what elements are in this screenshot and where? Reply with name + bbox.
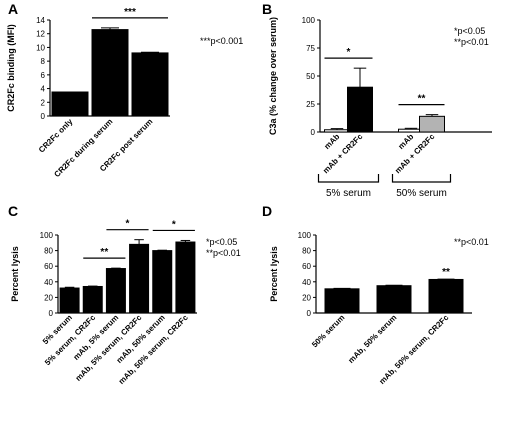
panel-a-bar-c [131, 52, 169, 117]
panel-c-y-tick-label-4: 80 [44, 247, 53, 256]
panel-b-letter: B [262, 1, 272, 17]
panel-b-y-axis-label: C3a (% change over serum) [268, 17, 278, 135]
panel-d-y-tick-label-2: 40 [302, 278, 311, 287]
panel-b-bar-a [324, 129, 350, 133]
panel-b-y-tick-label-2: 50 [306, 72, 315, 81]
panel-c-y-tick-label-2: 40 [44, 278, 53, 287]
panel-c-note-0: *p<0.05 [206, 237, 237, 247]
panel-b-y-tick-label-4: 100 [302, 16, 316, 25]
panel-c-bar-d [129, 243, 150, 314]
panel-b-group-label-1: 50% serum [396, 188, 447, 199]
panel-c-y-tick-label-3: 60 [44, 262, 53, 271]
panel-b-y-tick-label-0: 0 [311, 128, 316, 137]
panel-d-letter: D [262, 203, 272, 219]
panel-d-bar-c [428, 278, 464, 314]
panel-a-bar-a [51, 91, 89, 117]
panel-d-bar-mark-0: ** [442, 267, 450, 278]
panel-d-bar-b [376, 285, 412, 314]
panel-a-y-tick-label-0: 0 [41, 112, 46, 121]
panel-c-bar-f [175, 241, 196, 314]
panel-a-note-0: ***p<0.001 [200, 36, 243, 46]
panel-d-y-tick-label-0: 0 [307, 309, 312, 318]
panel-b-bar-b [347, 86, 373, 133]
panel-c-bar-e [152, 250, 173, 314]
panel-d-y-tick-label-4: 80 [302, 247, 311, 256]
panel-b-group-bracket-0 [317, 174, 380, 183]
panel-b-note-0: *p<0.05 [454, 26, 485, 36]
panel-a-y-tick-label-3: 6 [41, 71, 46, 80]
panel-a-y-tick-label-5: 10 [36, 43, 45, 52]
panel-b-category-label-a: mAb [322, 132, 341, 151]
panel-a-category-label-a: CR2Fc only [37, 117, 75, 155]
panel-a-y-tick-label-1: 2 [41, 98, 46, 107]
panel-a-y-tick-label-4: 8 [41, 57, 46, 66]
panel-a-y-tick-label-6: 12 [36, 30, 45, 39]
panel-b-bar-d [419, 115, 445, 133]
panel-a-y-axis-label: CR2Fc binding (MFI) [6, 24, 16, 112]
panel-a-y-tick-label-7: 14 [36, 16, 45, 25]
panel-d-bar-a [324, 288, 360, 314]
panel-c-bar-c [105, 268, 126, 314]
panel-d-category-label-b: mAb, 50% serum [346, 313, 398, 365]
panel-c-significance-label-2: * [172, 219, 176, 230]
panel-c-letter: C [8, 203, 18, 219]
panel-b-note-1: **p<0.01 [454, 37, 489, 47]
panel-d-y-tick-label-1: 20 [302, 293, 311, 302]
panel-a-y-tick-label-2: 4 [41, 85, 46, 94]
panel-b-group-label-0: 5% serum [326, 188, 371, 199]
panel-b-y-tick-label-3: 75 [306, 44, 315, 53]
panel-c-significance-label-0: ** [100, 247, 108, 258]
panel-c-bar-b [82, 285, 103, 314]
panel-d-category-label-a: 50% serum [310, 313, 346, 349]
panel-a-significance-label-0: *** [124, 7, 136, 18]
panel-c-significance-label-1: * [126, 219, 130, 230]
panel-c-y-tick-label-0: 0 [49, 309, 54, 318]
panel-d-y-tick-label-3: 60 [302, 262, 311, 271]
panel-b-significance-label-1: ** [418, 94, 426, 105]
panel-b-y-tick-label-1: 25 [306, 100, 315, 109]
panel-c-y-tick-label-1: 20 [44, 293, 53, 302]
panel-b-significance-label-0: * [347, 47, 351, 58]
panel-c-y-tick-label-5: 100 [40, 231, 54, 240]
panel-d-note-0: **p<0.01 [454, 237, 489, 247]
panel-d-y-tick-label-5: 100 [298, 231, 312, 240]
panel-b-group-bracket-1 [391, 174, 452, 183]
panel-a-letter: A [8, 1, 18, 17]
panel-c-bar-a [59, 287, 80, 314]
panel-a-bar-b [91, 29, 129, 117]
panel-c-y-axis-label: Percent lysis [10, 246, 20, 302]
panel-c-note-1: **p<0.01 [206, 248, 241, 258]
panel-d-y-axis-label: Percent lysis [269, 246, 279, 302]
